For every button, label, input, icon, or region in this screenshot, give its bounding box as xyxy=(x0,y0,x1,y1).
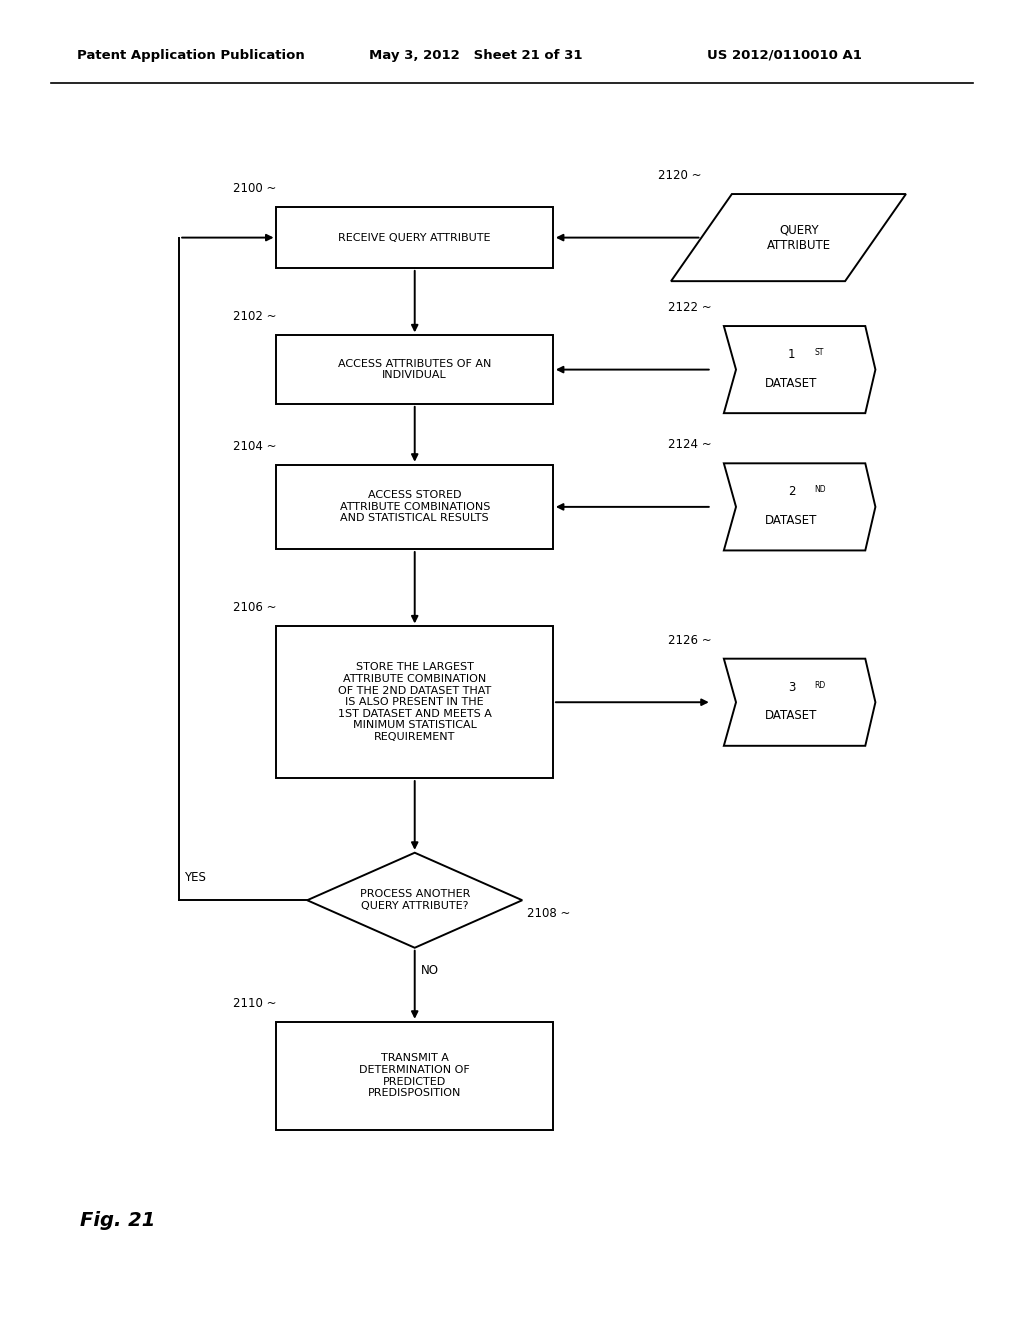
Bar xyxy=(276,207,553,268)
Polygon shape xyxy=(671,194,906,281)
Text: US 2012/0110010 A1: US 2012/0110010 A1 xyxy=(707,49,861,62)
Text: ND: ND xyxy=(814,486,825,494)
Text: 2120 ~: 2120 ~ xyxy=(658,169,701,182)
Text: ACCESS STORED
ATTRIBUTE COMBINATIONS
AND STATISTICAL RESULTS: ACCESS STORED ATTRIBUTE COMBINATIONS AND… xyxy=(340,490,489,524)
Text: Patent Application Publication: Patent Application Publication xyxy=(77,49,304,62)
Polygon shape xyxy=(724,463,876,550)
Text: TRANSMIT A
DETERMINATION OF
PREDICTED
PREDISPOSITION: TRANSMIT A DETERMINATION OF PREDICTED PR… xyxy=(359,1053,470,1098)
Bar xyxy=(276,465,553,549)
Text: 2122 ~: 2122 ~ xyxy=(668,301,712,314)
Text: RD: RD xyxy=(814,681,825,689)
Text: 1: 1 xyxy=(787,348,796,360)
Text: NO: NO xyxy=(421,964,439,977)
Bar xyxy=(276,626,553,777)
Text: ST: ST xyxy=(814,348,823,356)
Text: 3: 3 xyxy=(787,681,796,693)
Text: 2100 ~: 2100 ~ xyxy=(233,182,276,195)
Text: YES: YES xyxy=(184,871,206,884)
Polygon shape xyxy=(724,659,876,746)
Text: 2108 ~: 2108 ~ xyxy=(527,907,570,920)
Text: 2106 ~: 2106 ~ xyxy=(233,602,276,614)
Text: 2104 ~: 2104 ~ xyxy=(233,440,276,453)
Polygon shape xyxy=(724,326,876,413)
Text: 2110 ~: 2110 ~ xyxy=(233,997,276,1010)
Text: Fig. 21: Fig. 21 xyxy=(80,1212,156,1230)
Text: 2126 ~: 2126 ~ xyxy=(668,634,712,647)
Text: DATASET: DATASET xyxy=(765,376,818,389)
Text: 2124 ~: 2124 ~ xyxy=(668,438,712,451)
Text: PROCESS ANOTHER
QUERY ATTRIBUTE?: PROCESS ANOTHER QUERY ATTRIBUTE? xyxy=(359,890,470,911)
Polygon shape xyxy=(307,853,522,948)
Text: May 3, 2012   Sheet 21 of 31: May 3, 2012 Sheet 21 of 31 xyxy=(369,49,582,62)
Text: DATASET: DATASET xyxy=(765,513,818,527)
Text: QUERY
ATTRIBUTE: QUERY ATTRIBUTE xyxy=(767,223,831,252)
Text: 2102 ~: 2102 ~ xyxy=(233,310,276,323)
Text: STORE THE LARGEST
ATTRIBUTE COMBINATION
OF THE 2ND DATASET THAT
IS ALSO PRESENT : STORE THE LARGEST ATTRIBUTE COMBINATION … xyxy=(338,663,492,742)
Text: 2: 2 xyxy=(787,486,796,498)
Bar xyxy=(276,1022,553,1130)
Text: DATASET: DATASET xyxy=(765,709,818,722)
Text: ACCESS ATTRIBUTES OF AN
INDIVIDUAL: ACCESS ATTRIBUTES OF AN INDIVIDUAL xyxy=(338,359,492,380)
Text: RECEIVE QUERY ATTRIBUTE: RECEIVE QUERY ATTRIBUTE xyxy=(339,232,490,243)
Bar xyxy=(276,335,553,404)
